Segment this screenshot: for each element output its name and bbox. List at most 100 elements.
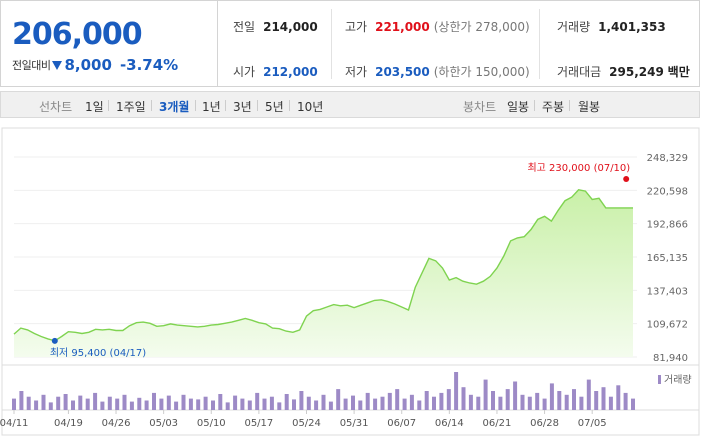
y-tick-label: 192,866 xyxy=(647,220,688,231)
quote-summary: 206,000 전일대비 8,000 -3.74% 전일 214,000 시가 212,… xyxy=(0,0,700,87)
period-tab-1d[interactable]: 1일 xyxy=(85,100,104,114)
volume-bar xyxy=(188,398,193,410)
lower-limit: (하한가 150,000) xyxy=(433,65,530,79)
volume-bar xyxy=(262,398,267,410)
volume-bar xyxy=(41,394,46,410)
volume-bar xyxy=(240,398,245,410)
trade-amount-label: 거래대금 xyxy=(557,65,602,79)
low-marker xyxy=(51,337,58,344)
change-value: 8,000 xyxy=(64,56,112,74)
high-label: 고가 xyxy=(345,20,368,34)
volume-bar xyxy=(358,400,363,410)
separator xyxy=(569,100,570,111)
volume-bar xyxy=(137,397,142,410)
volume-bar xyxy=(321,394,326,410)
y-tick-label: 137,403 xyxy=(647,286,688,297)
volume-legend-label: 거래량 xyxy=(664,374,692,386)
volume-bar xyxy=(505,389,510,410)
volume-bar xyxy=(314,400,319,410)
volume-bar xyxy=(284,394,289,410)
separator xyxy=(151,100,152,111)
volume-bar xyxy=(115,398,120,410)
price-line xyxy=(13,189,633,342)
x-tick-label: 05/31 xyxy=(340,418,369,429)
volume: 거래량 1,401,353 xyxy=(557,18,666,35)
open-label: 시가 xyxy=(233,65,256,79)
open-value: 212,000 xyxy=(263,65,318,79)
volume-bar xyxy=(78,395,83,410)
separator xyxy=(289,100,290,111)
separator xyxy=(108,100,109,111)
high: 고가 221,000 (상한가 278,000) xyxy=(345,18,530,35)
y-tick-label: 81,940 xyxy=(653,353,688,364)
high-value: 221,000 xyxy=(375,20,430,34)
candle-chart-caption: 봉차트 xyxy=(463,100,497,114)
volume-bar xyxy=(174,401,179,410)
volume-bar xyxy=(424,391,429,410)
upper-limit: (상한가 278,000) xyxy=(433,20,530,34)
period-tab-3y[interactable]: 3년 xyxy=(233,100,252,114)
change-row: 전일대비 8,000 -3.74% xyxy=(12,56,178,74)
y-tick-label: 109,672 xyxy=(647,320,688,331)
prev-close: 전일 214,000 xyxy=(233,18,318,35)
trade-amount-value: 295,249 xyxy=(609,65,664,79)
volume-bar xyxy=(218,394,223,410)
volume-bar xyxy=(292,399,296,410)
volume-bar xyxy=(387,392,392,410)
volume-bar xyxy=(19,391,24,410)
volume-bar xyxy=(225,402,230,410)
volume-bar xyxy=(417,400,422,410)
trade-amount-unit: 백만 xyxy=(667,65,690,79)
low-label: 저가 xyxy=(345,65,368,79)
period-tab-1y[interactable]: 1년 xyxy=(202,100,221,114)
volume-bar xyxy=(71,400,75,410)
candle-tab-weekly[interactable]: 주봉 xyxy=(542,100,565,114)
low-value: 203,500 xyxy=(375,65,430,79)
candle-tab-daily[interactable]: 일봉 xyxy=(507,100,530,114)
volume-bar xyxy=(476,396,481,410)
period-tab-10y[interactable]: 10년 xyxy=(297,100,324,114)
volume-bar xyxy=(446,389,451,410)
period-tab-1w[interactable]: 1주일 xyxy=(116,100,146,114)
volume-bar xyxy=(395,389,400,410)
volume-bar xyxy=(380,396,385,410)
y-tick-label: 220,598 xyxy=(647,186,688,197)
period-tab-5y[interactable]: 5년 xyxy=(265,100,284,114)
volume-bar xyxy=(461,387,466,410)
period-tab-bar: 선차트 1일 1주일 3개월 1년 3년 5년 10년 봉차트 일봉 주봉 월봉 xyxy=(0,91,700,118)
volume-bar xyxy=(196,399,201,410)
high-annotation: 최고 230,000 (07/10) xyxy=(527,162,630,174)
candle-tab-monthly[interactable]: 월봉 xyxy=(578,100,601,114)
volume-bar xyxy=(432,396,436,410)
volume-bar xyxy=(491,391,495,410)
volume-bar xyxy=(122,394,127,410)
volume-bar xyxy=(616,385,621,410)
x-tick-label: 06/28 xyxy=(530,418,559,429)
volume-bar xyxy=(152,392,156,410)
volume-bar xyxy=(454,372,459,410)
volume-bar xyxy=(63,394,68,410)
volume-bar xyxy=(328,401,333,410)
volume-bar xyxy=(527,396,532,410)
volume-value: 1,401,353 xyxy=(598,20,666,34)
divider xyxy=(539,9,540,79)
x-tick-label: 05/03 xyxy=(149,418,178,429)
separator xyxy=(257,100,258,111)
volume-bar xyxy=(93,392,98,410)
volume-legend-swatch xyxy=(658,375,661,384)
volume-bar xyxy=(549,383,554,410)
period-tab-3m[interactable]: 3개월 xyxy=(159,100,190,114)
y-tick-label: 248,329 xyxy=(647,153,688,164)
volume-bar xyxy=(373,398,378,410)
down-triangle-icon xyxy=(52,60,63,70)
separator xyxy=(195,100,196,111)
volume-bar xyxy=(535,392,540,410)
separator xyxy=(534,100,535,111)
volume-bar xyxy=(601,387,606,410)
volume-bar xyxy=(247,400,252,410)
change-label: 전일대비 xyxy=(12,59,51,72)
x-tick-label: 04/26 xyxy=(102,418,131,429)
x-tick-label: 04/11 xyxy=(0,418,28,429)
